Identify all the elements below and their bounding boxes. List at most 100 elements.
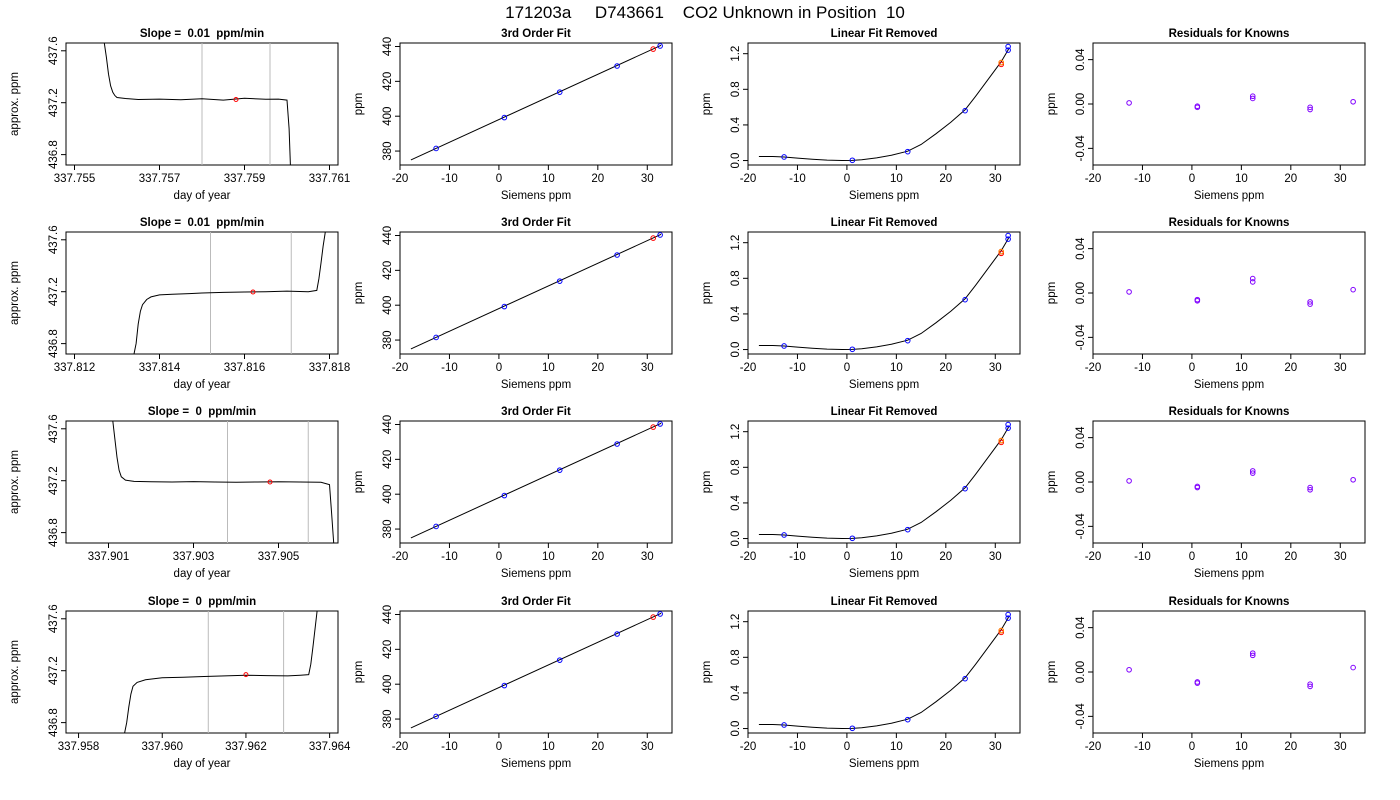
y-tick-label: 400 (382, 107, 394, 126)
x-tick-label: 10 (890, 362, 903, 374)
y-tick-label: -0.04 (1075, 324, 1087, 351)
known-point (904, 716, 911, 723)
x-tick-label: -10 (789, 173, 806, 185)
y-tick-label: 400 (382, 675, 394, 694)
x-tick-label: 20 (1284, 741, 1297, 753)
x-tick-label: 20 (939, 362, 952, 374)
panel-1-2: 3rd Order Fit -20 -10 0 10 20 30 380 400 420 440 Si… (353, 28, 673, 202)
x-tick-label: 337.812 (54, 362, 96, 374)
y-tick-label: 1.2 (730, 235, 742, 251)
x-tick-label: 30 (1334, 362, 1347, 374)
known-point (556, 657, 563, 663)
residual-point (1307, 681, 1313, 688)
y-tick-label: -0.04 (1075, 703, 1087, 730)
x-axis-label: Siemens ppm (1194, 758, 1264, 770)
x-tick-label: -10 (1134, 173, 1151, 185)
known-point (904, 148, 911, 155)
panel-title: Linear Fit Removed (831, 28, 938, 40)
plot-data (758, 232, 1011, 353)
y-tick-label: 440 (382, 415, 394, 434)
residual-point (1350, 98, 1356, 105)
residual-point (1249, 279, 1256, 285)
x-tick-label: 10 (542, 362, 555, 374)
plot-frame (1092, 42, 1366, 166)
panel-3-3: Linear Fit Removed -20 -10 0 10 20 30 0.0 0.4 0.8… (701, 406, 1021, 580)
residual-point (1307, 683, 1313, 690)
residual-point (1307, 484, 1313, 491)
residual-point (1249, 652, 1256, 659)
known-point (614, 441, 620, 447)
known-point (849, 346, 856, 353)
x-tick-label: 337.962 (225, 741, 267, 753)
residual-point (1307, 301, 1313, 307)
y-tick-label: 1.2 (730, 424, 742, 440)
known-point (781, 722, 787, 728)
known-point (556, 467, 563, 473)
panel-title: Slope = 0.01 ppm/min (140, 217, 264, 229)
plot-frame (747, 231, 1021, 355)
plot-frame (1092, 610, 1366, 734)
y-axis-label: ppm (701, 282, 713, 304)
panel-1-1: Slope = 0.01 ppm/min 337.755 337.757 337.75… (9, 28, 350, 202)
x-tick-label: 0 (496, 551, 502, 563)
known-point (501, 682, 508, 689)
plot-data (410, 421, 663, 539)
mean-point (243, 672, 249, 678)
y-tick-label: 1.2 (730, 46, 742, 62)
y-tick-label: 437.2 (48, 656, 60, 685)
residual-curve (758, 48, 1010, 162)
fit-line (410, 422, 662, 539)
y-tick-label: 0.04 (1075, 616, 1087, 639)
x-tick-label: 337.958 (58, 741, 100, 753)
residual-point (1307, 104, 1313, 111)
x-tick-label: -20 (1085, 362, 1102, 374)
y-tick-label: 0.0 (730, 153, 742, 169)
x-tick-label: 10 (542, 173, 555, 185)
y-tick-label: 0.00 (1075, 93, 1087, 115)
panel-2-3: Linear Fit Removed -20 -10 0 10 20 30 0.0 0.4 0.8… (701, 217, 1021, 391)
plot-frame (65, 610, 339, 734)
y-tick-label: 0.8 (730, 81, 742, 97)
residual-point (1194, 484, 1201, 491)
y-tick-label: 380 (382, 519, 394, 538)
x-axis-label: Siemens ppm (501, 190, 571, 202)
x-tick-label: 20 (591, 173, 604, 185)
residual-point (1126, 666, 1132, 673)
plot-data (410, 232, 663, 350)
known-point (501, 492, 508, 499)
x-tick-label: -20 (740, 741, 757, 753)
plot-data (410, 611, 663, 729)
plot-frame (1092, 231, 1366, 355)
x-tick-label: -20 (392, 173, 409, 185)
x-tick-label: 0 (844, 551, 850, 563)
x-tick-label: 20 (939, 741, 952, 753)
panel-title: Linear Fit Removed (831, 217, 938, 229)
y-tick-label: 0.4 (730, 494, 742, 511)
unknown-point (998, 250, 1005, 257)
y-axis-label: approx. ppm (9, 450, 21, 514)
residual-point (1249, 650, 1256, 656)
panel-title: Residuals for Knowns (1169, 406, 1290, 418)
x-tick-label: 337.818 (309, 362, 351, 374)
known-point (433, 523, 439, 530)
x-tick-label: 0 (1189, 362, 1195, 374)
y-tick-label: 436.8 (48, 708, 60, 737)
known-point (1005, 43, 1011, 50)
x-tick-label: 337.960 (141, 741, 183, 753)
x-tick-label: -20 (740, 362, 757, 374)
residual-point (1249, 470, 1256, 476)
y-tick-label: 0.0 (730, 531, 742, 547)
x-tick-label: -20 (1085, 551, 1102, 563)
x-tick-label: 10 (542, 741, 555, 753)
y-tick-label: 380 (382, 141, 394, 160)
x-axis-label: Siemens ppm (849, 190, 919, 202)
x-tick-label: 10 (1235, 173, 1248, 185)
y-tick-label: -0.04 (1075, 513, 1087, 540)
alternate-point (998, 59, 1005, 66)
known-point (556, 278, 563, 284)
x-tick-label: 30 (1334, 741, 1347, 753)
y-axis-label: ppm (1046, 282, 1058, 304)
known-point (657, 232, 663, 238)
residual-point (1194, 297, 1201, 304)
y-tick-label: 400 (382, 485, 394, 504)
